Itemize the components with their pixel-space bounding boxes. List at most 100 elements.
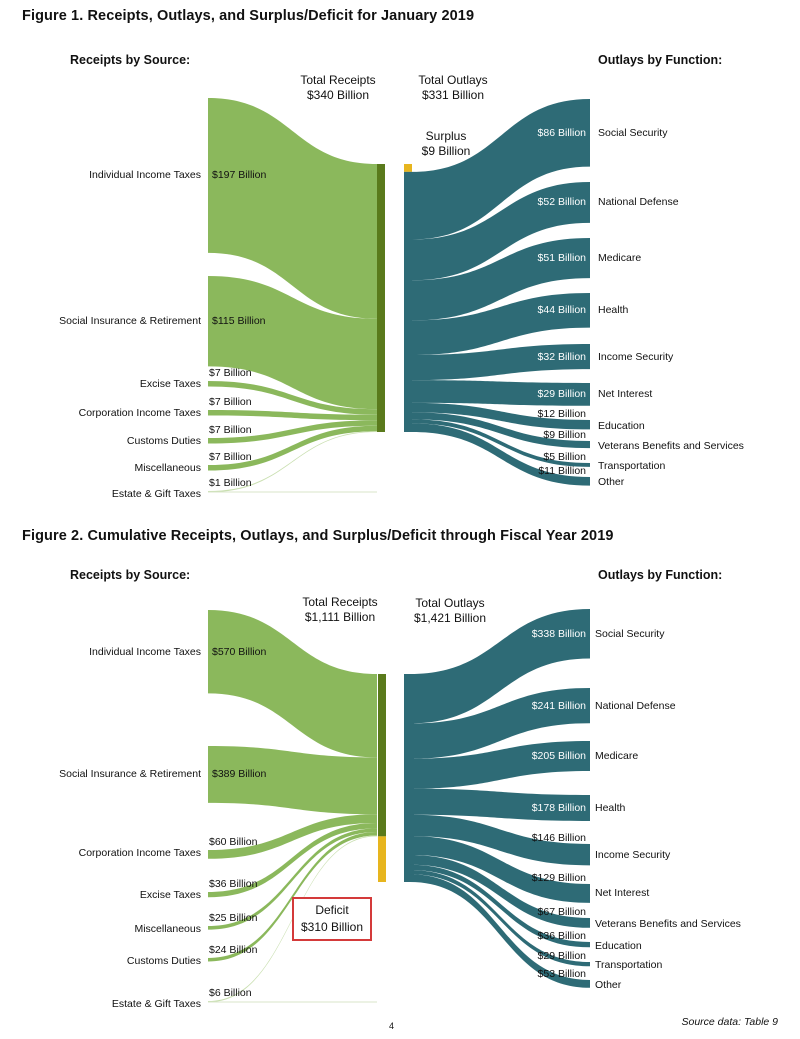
fig1-receipt-value-corporation-income-taxes: $7 Billion <box>209 396 252 408</box>
fig2-outlay-value-veterans-benefits-and-services: $67 Billion <box>537 906 586 918</box>
fig2-outlay-value-net-interest: $129 Billion <box>531 872 586 884</box>
fig2-outlay-flow-veterans-benefits-and-services <box>410 854 590 928</box>
fig2-outlay-value-other: $53 Billion <box>537 968 586 980</box>
fig1-receipt-value-excise-taxes: $7 Billion <box>209 367 252 379</box>
fig2-outlay-flow-national-defense <box>410 688 590 759</box>
fig1-receipt-flow-estate-and-gift-taxes <box>208 431 377 493</box>
fig2-outlay-value-social-security: $338 Billion <box>531 627 586 640</box>
fig2-receipt-name-customs-duties: Customs Duties <box>126 955 201 967</box>
fig1-receipt-flow-customs-duties <box>208 420 377 444</box>
fig2-deficit-value: $310 Billion <box>300 920 364 934</box>
fig2-total-receipts-bar <box>378 674 386 837</box>
fig2-receipt-value-corporation-income-taxes: $60 Billion <box>209 836 258 848</box>
fig2-outlay-flow-health <box>410 788 590 822</box>
fig2-outlay-flow-medicare <box>410 741 590 789</box>
fig2-outlay-value-medicare: $205 Billion <box>531 749 586 762</box>
fig1-outlay-flow-national-defense <box>412 182 590 281</box>
fig2-outlay-flow-education <box>410 864 590 948</box>
fig1-receipt-value-individual-income-taxes: $197 Billion <box>212 169 267 182</box>
fig1-receipt-name-customs-duties: Customs Duties <box>126 435 201 447</box>
fig1-receipt-value-social-insurance-and-retirement: $115 Billion <box>212 315 266 328</box>
fig2-receipt-value-estate-and-gift-taxes: $6 Billion <box>209 987 252 999</box>
fig2-outlay-name-net-interest: Net Interest <box>595 887 650 900</box>
fig2-receipt-value-individual-income-taxes: $570 Billion <box>212 645 267 658</box>
fig2-outlay-name-education: Education <box>595 939 642 952</box>
fig1-receipt-value-miscellaneous: $7 Billion <box>209 451 252 463</box>
page-number: 4 <box>389 1021 395 1031</box>
fig2-outlay-value-education: $36 Billion <box>537 930 586 942</box>
fig2-receipt-flow-customs-duties <box>208 831 377 962</box>
fig1-outlay-name-social-security: Social Security <box>598 126 668 139</box>
fig1-outlay-value-other: $11 Billion <box>538 465 586 477</box>
fig1-outlay-value-education: $12 Billion <box>537 408 586 420</box>
fig2-outlay-flow-transportation <box>410 870 590 967</box>
fig1-outlay-value-health: $44 Billion <box>537 304 586 317</box>
fig1-surplus-value: $9 Billion <box>421 144 471 158</box>
fig1-outlay-flow-veterans-benefits-and-services <box>412 412 590 449</box>
fig1-outlay-value-national-defense: $52 Billion <box>537 196 586 209</box>
fig2-receipt-flow-excise-taxes <box>208 823 377 898</box>
fig2-receipt-value-customs-duties: $24 Billion <box>209 944 258 956</box>
fig1-outlay-flow-income-security <box>412 344 590 381</box>
fig1-receipt-flow-corporation-income-taxes <box>208 410 377 421</box>
fig2-receipts-heading: Receipts by Source: <box>70 568 191 582</box>
fig2-total-outlays-value: $1,421 Billion <box>413 611 487 625</box>
fig1-total-receipts-bar <box>377 164 385 432</box>
fig1-outlay-flow-transportation <box>412 419 590 467</box>
fig2-total-outlays-bar <box>404 674 414 882</box>
fig2-deficit-bar <box>378 836 386 882</box>
fig1-receipt-name-estate-and-gift-taxes: Estate & Gift Taxes <box>111 488 201 500</box>
fig1-outlay-name-income-security: Income Security <box>598 350 674 363</box>
fig1-receipt-flow-individual-income-taxes <box>208 98 377 319</box>
fig2-total-outlays: Total Outlays $1,421 Billion <box>400 596 500 626</box>
fig2-outlay-value-transportation: $29 Billion <box>537 950 586 962</box>
fig1-surplus-bar <box>404 164 412 172</box>
fig2-outlay-flow-net-interest <box>410 836 590 903</box>
fig1-receipt-value-customs-duties: $7 Billion <box>209 424 252 436</box>
fig1-outlay-value-net-interest: $29 Billion <box>537 388 586 401</box>
fig1-total-receipts-value: $340 Billion <box>306 88 370 102</box>
fig1-outlay-name-education: Education <box>598 419 645 432</box>
fig1-outlay-name-transportation: Transportation <box>598 459 666 472</box>
fig2-outlay-name-income-security: Income Security <box>595 848 671 861</box>
figure-1-title: Figure 1. Receipts, Outlays, and Surplus… <box>22 8 475 24</box>
fig1-outlay-name-health: Health <box>598 304 629 317</box>
figure-2-title: Figure 2. Cumulative Receipts, Outlays, … <box>22 528 614 544</box>
fig1-total-outlays-value: $331 Billion <box>421 88 485 102</box>
fig2-receipt-flow-individual-income-taxes <box>208 610 377 758</box>
fig1-outlay-flow-net-interest <box>412 380 590 406</box>
fig1-outlay-flow-health <box>412 293 590 355</box>
fig1-receipt-name-individual-income-taxes: Individual Income Taxes <box>89 169 201 182</box>
fig2-receipt-name-social-insurance-and-retirement: Social Insurance & Retirement <box>59 768 201 781</box>
fig2-outlay-flow-income-security <box>410 814 590 866</box>
fig1-receipt-name-corporation-income-taxes: Corporation Income Taxes <box>78 407 201 419</box>
fig2-total-outlays-label: Total Outlays <box>415 596 485 610</box>
fig2-receipt-name-corporation-income-taxes: Corporation Income Taxes <box>78 847 201 860</box>
fig2-receipt-flow-social-insurance-and-retirement <box>208 746 377 815</box>
fig1-receipt-flow-social-insurance-and-retirement <box>208 276 377 410</box>
fig2-outlay-name-social-security: Social Security <box>595 627 665 640</box>
fig2-total-receipts: Total Receipts $1,111 Billion <box>290 595 390 625</box>
fig1-total-receipts: Total Receipts $340 Billion <box>288 73 388 103</box>
fig1-receipt-flow-miscellaneous <box>208 425 377 471</box>
fig1-outlay-name-other: Other <box>598 476 625 489</box>
fig1-outlay-name-medicare: Medicare <box>598 252 642 265</box>
fig2-outlay-value-income-security: $146 Billion <box>531 832 586 844</box>
fig2-outlay-name-veterans-benefits-and-services: Veterans Benefits and Services <box>595 917 741 930</box>
fig1-receipt-name-excise-taxes: Excise Taxes <box>139 378 201 390</box>
fig2-total-receipts-label: Total Receipts <box>302 595 378 609</box>
fig1-receipt-value-estate-and-gift-taxes: $1 Billion <box>209 477 252 489</box>
fig1-outlays-heading: Outlays by Function: <box>598 53 723 67</box>
fig2-outlay-value-health: $178 Billion <box>531 802 586 815</box>
fig1-receipt-flow-excise-taxes <box>208 381 377 415</box>
fig1-total-outlays: Total Outlays $331 Billion <box>403 73 503 103</box>
fig1-surplus-label: Surplus <box>425 129 467 143</box>
fig2-outlay-flow-other <box>410 874 590 988</box>
fig1-surplus: Surplus $9 Billion <box>406 129 486 159</box>
fig1-receipt-name-social-insurance-and-retirement: Social Insurance & Retirement <box>59 315 201 328</box>
fig1-total-receipts-label: Total Receipts <box>300 73 376 87</box>
fig1-outlay-flow-social-security <box>412 99 590 240</box>
fig2-receipt-name-excise-taxes: Excise Taxes <box>139 889 201 901</box>
fig1-receipt-name-miscellaneous: Miscellaneous <box>134 462 201 474</box>
